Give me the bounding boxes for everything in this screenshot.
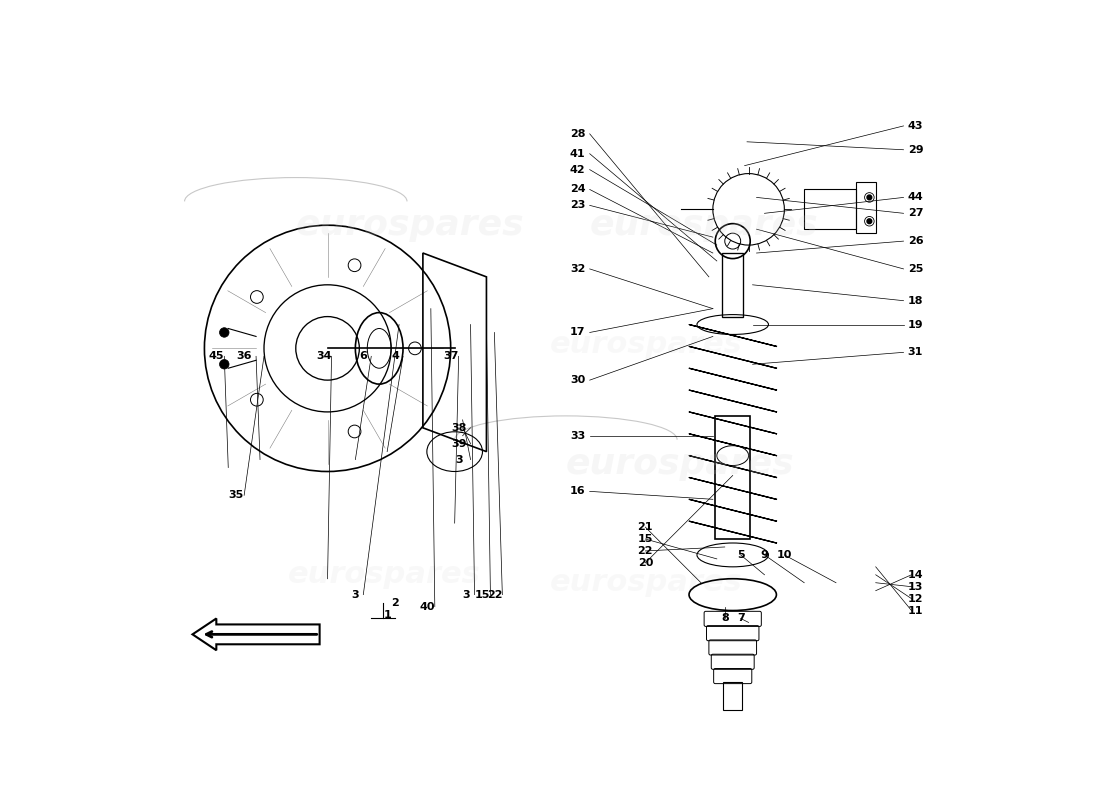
Text: 1: 1 xyxy=(383,610,390,619)
Text: 15: 15 xyxy=(475,590,491,600)
Text: 25: 25 xyxy=(908,264,923,274)
Text: 10: 10 xyxy=(777,550,792,560)
Text: 22: 22 xyxy=(638,546,653,556)
Text: 43: 43 xyxy=(908,121,923,131)
Text: 26: 26 xyxy=(908,236,923,246)
Bar xyxy=(804,190,856,229)
Text: eurospares: eurospares xyxy=(550,568,742,598)
Text: 23: 23 xyxy=(570,200,585,210)
Text: 3: 3 xyxy=(454,454,462,465)
Text: 44: 44 xyxy=(908,193,923,202)
Text: 3: 3 xyxy=(352,590,360,600)
Text: eurospares: eurospares xyxy=(296,208,525,242)
Text: 7: 7 xyxy=(737,614,745,623)
Circle shape xyxy=(220,359,229,369)
Text: 6: 6 xyxy=(360,351,367,362)
Text: 38: 38 xyxy=(451,423,466,433)
Text: 18: 18 xyxy=(908,296,923,306)
Text: 32: 32 xyxy=(570,264,585,274)
Text: 4: 4 xyxy=(392,351,399,362)
Text: 39: 39 xyxy=(451,438,466,449)
Text: 12: 12 xyxy=(908,594,923,604)
Circle shape xyxy=(867,219,871,224)
Bar xyxy=(723,253,744,317)
Text: 11: 11 xyxy=(908,606,923,615)
Text: 13: 13 xyxy=(908,582,923,592)
Text: 45: 45 xyxy=(209,351,224,362)
Text: 40: 40 xyxy=(419,602,435,611)
Text: 22: 22 xyxy=(486,590,502,600)
Text: 34: 34 xyxy=(316,351,331,362)
Text: 9: 9 xyxy=(760,550,769,560)
Text: eurospares: eurospares xyxy=(590,208,818,242)
Text: 20: 20 xyxy=(638,558,653,568)
Text: 21: 21 xyxy=(638,522,653,532)
Text: 5: 5 xyxy=(737,550,745,560)
Text: 29: 29 xyxy=(908,145,923,154)
Text: 16: 16 xyxy=(570,486,585,496)
Text: 14: 14 xyxy=(908,570,923,580)
Text: 19: 19 xyxy=(908,319,923,330)
Text: eurospares: eurospares xyxy=(288,560,481,590)
Bar xyxy=(715,416,750,539)
Text: 37: 37 xyxy=(443,351,459,362)
Text: eurospares: eurospares xyxy=(550,330,742,359)
Text: eurospares: eurospares xyxy=(565,446,794,481)
Circle shape xyxy=(220,328,229,338)
Text: 8: 8 xyxy=(720,614,728,623)
Text: 15: 15 xyxy=(638,534,653,544)
Text: 17: 17 xyxy=(570,327,585,338)
Circle shape xyxy=(867,195,871,200)
Text: 3: 3 xyxy=(463,590,471,600)
Text: 28: 28 xyxy=(570,129,585,139)
Text: 30: 30 xyxy=(570,375,585,385)
Text: 24: 24 xyxy=(570,185,585,194)
Text: 31: 31 xyxy=(908,347,923,358)
Text: 27: 27 xyxy=(908,208,923,218)
Text: 2: 2 xyxy=(392,598,399,607)
Text: 36: 36 xyxy=(236,351,252,362)
Text: 35: 35 xyxy=(229,490,244,500)
Text: 41: 41 xyxy=(570,149,585,158)
Text: 33: 33 xyxy=(570,430,585,441)
FancyArrow shape xyxy=(192,618,320,650)
Text: 42: 42 xyxy=(570,165,585,174)
